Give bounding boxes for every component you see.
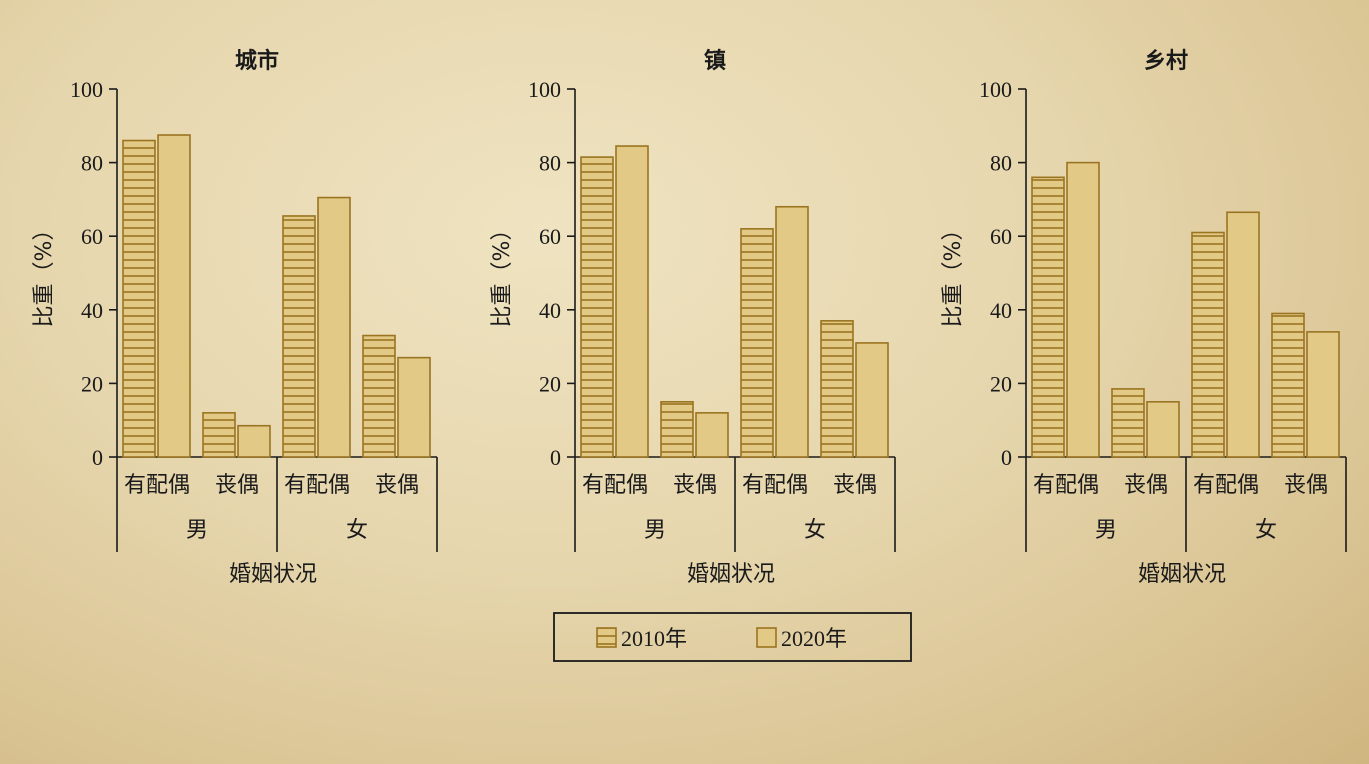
bar-2020	[1226, 211, 1260, 458]
x-category-label: 丧偶	[1284, 473, 1328, 498]
x-category-label: 丧偶	[833, 473, 877, 498]
y-tick-label: 0	[92, 445, 103, 470]
x-axis-label: 婚姻状况	[229, 562, 317, 587]
bar-2010	[660, 400, 694, 458]
bar-2010	[282, 215, 316, 458]
y-tick-label: 60	[990, 224, 1012, 249]
x-category-label: 丧偶	[673, 473, 717, 498]
x-category-label: 有配偶	[582, 473, 648, 498]
chart-title: 镇	[704, 49, 726, 74]
x-category-label: 有配偶	[1033, 473, 1099, 498]
x-category-label: 有配偶	[124, 473, 190, 498]
x-category-label: 丧偶	[375, 473, 419, 498]
x-group-label: 女	[1255, 518, 1277, 543]
y-tick-label: 40	[81, 298, 103, 323]
bar-2020	[855, 342, 889, 458]
x-axis-label: 婚姻状况	[687, 562, 775, 587]
bar-2020	[615, 145, 649, 458]
y-tick-label: 100	[70, 77, 103, 102]
bar-2010	[122, 139, 156, 458]
chart-title: 乡村	[1144, 49, 1188, 74]
y-tick-label: 40	[539, 298, 561, 323]
x-category-label: 丧偶	[1124, 473, 1168, 498]
bar-2020	[695, 412, 729, 458]
y-tick-label: 0	[550, 445, 561, 470]
legend-swatch	[596, 627, 617, 648]
x-category-label: 有配偶	[1193, 473, 1259, 498]
y-axis-label: 比重（%）	[941, 219, 966, 328]
bar-2020	[775, 205, 809, 458]
y-tick-label: 80	[81, 151, 103, 176]
y-tick-label: 20	[539, 371, 561, 396]
x-category-label: 丧偶	[215, 473, 259, 498]
bar-2010	[580, 156, 614, 458]
x-group-label: 男	[1095, 518, 1117, 543]
legend-box	[553, 612, 912, 662]
bar-2010	[820, 320, 854, 458]
bar-2010	[1191, 231, 1225, 458]
y-tick-label: 0	[1001, 445, 1012, 470]
bar-2010	[740, 228, 774, 458]
x-group-label: 男	[186, 518, 208, 543]
legend-label: 2010年	[621, 626, 687, 651]
x-group-label: 女	[346, 518, 368, 543]
bar-2020	[317, 196, 351, 458]
chart-title: 城市	[235, 48, 279, 74]
legend: 2010年 2020年	[553, 612, 912, 662]
y-tick-label: 20	[990, 371, 1012, 396]
x-category-label: 有配偶	[742, 473, 808, 498]
y-tick-label: 40	[990, 298, 1012, 323]
bar-2010	[362, 334, 396, 458]
x-axis-label: 婚姻状况	[1138, 562, 1226, 587]
bar-2020	[1306, 331, 1340, 458]
bar-2020	[1146, 400, 1180, 458]
legend-label: 2020年	[781, 626, 847, 651]
bar-2020	[157, 134, 191, 458]
bar-2020	[397, 356, 431, 458]
y-tick-label: 100	[979, 77, 1012, 102]
y-axis-label: 比重（%）	[490, 219, 515, 328]
bar-2010	[1031, 176, 1065, 458]
x-group-label: 男	[644, 518, 666, 543]
y-tick-label: 100	[528, 77, 561, 102]
bar-2010	[202, 412, 236, 458]
y-axis-label: 比重（%）	[32, 219, 57, 328]
x-category-label: 有配偶	[284, 473, 350, 498]
bar-2020	[237, 424, 271, 458]
y-tick-label: 60	[539, 224, 561, 249]
y-tick-label: 80	[990, 151, 1012, 176]
y-tick-label: 80	[539, 151, 561, 176]
bar-2010	[1111, 388, 1145, 458]
y-tick-label: 20	[81, 371, 103, 396]
legend-swatch	[756, 627, 777, 648]
bar-2020	[1066, 161, 1100, 458]
x-group-label: 女	[804, 518, 826, 543]
y-tick-label: 60	[81, 224, 103, 249]
bar-2010	[1271, 312, 1305, 458]
